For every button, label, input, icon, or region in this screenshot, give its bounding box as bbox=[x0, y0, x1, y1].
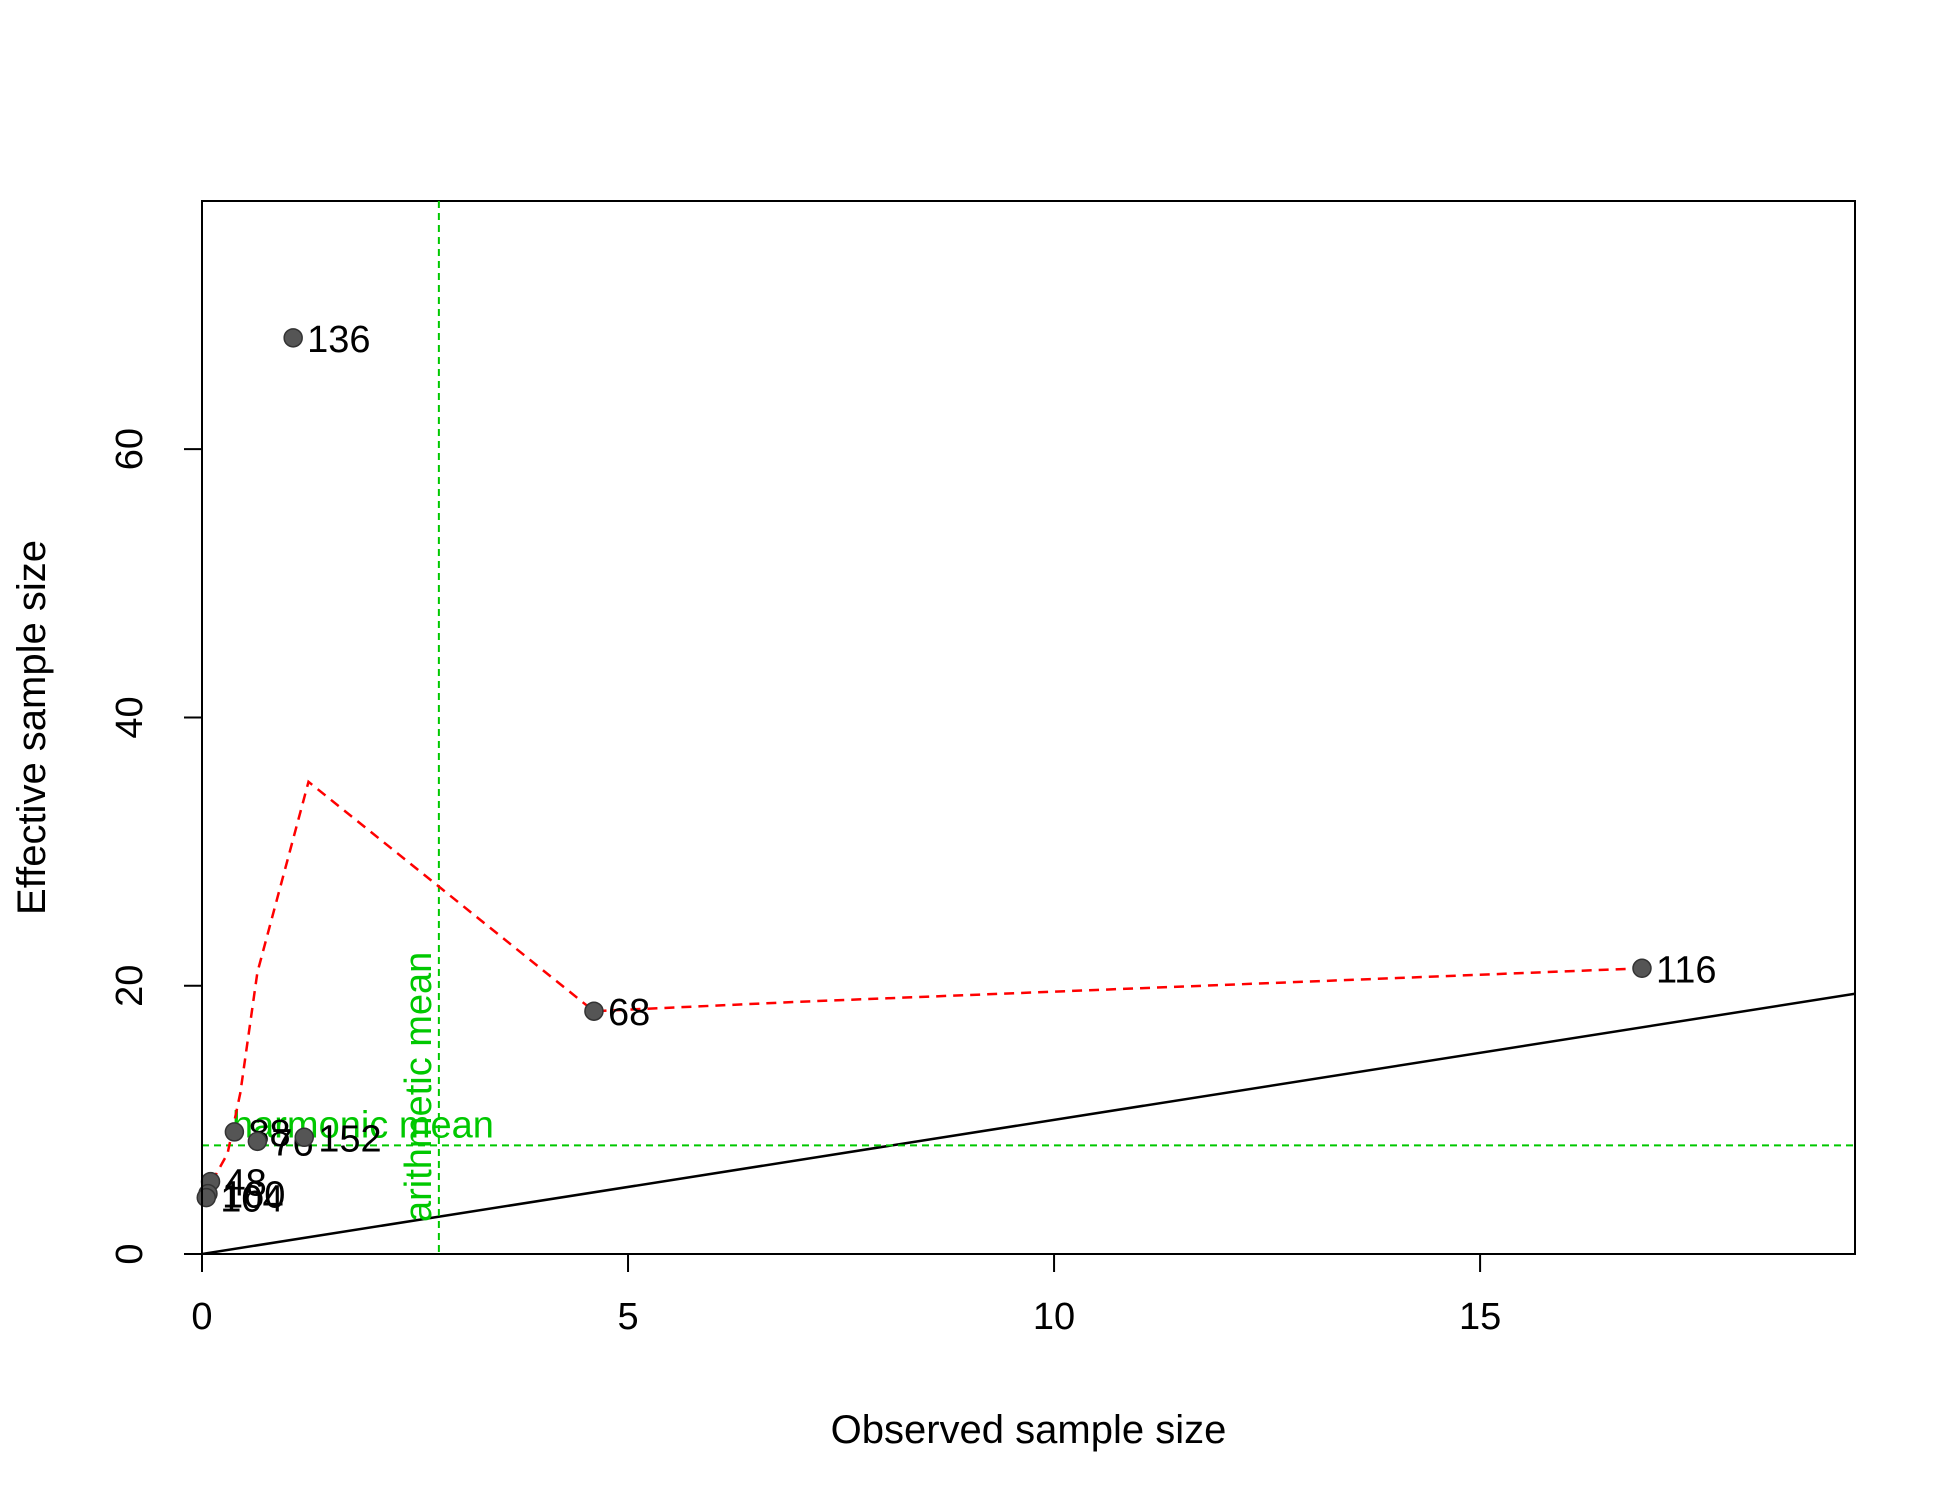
y-tick-label-0: 0 bbox=[109, 1243, 151, 1264]
x-tick-label-10: 10 bbox=[1033, 1296, 1075, 1338]
y-tick-label-40: 40 bbox=[109, 696, 151, 738]
plot-frame bbox=[201, 200, 1856, 1255]
point-label-68: 68 bbox=[608, 992, 650, 1034]
data-point-104 bbox=[196, 1187, 217, 1208]
point-label-116: 116 bbox=[1656, 949, 1717, 991]
data-point-116 bbox=[1632, 958, 1652, 979]
point-label-136: 136 bbox=[307, 319, 370, 361]
point-label-152: 152 bbox=[318, 1118, 381, 1160]
x-tick-label-5: 5 bbox=[617, 1296, 638, 1338]
point-label-160: 160 bbox=[222, 1175, 285, 1217]
x-tick-label-0: 0 bbox=[191, 1296, 212, 1338]
identity-line-layer bbox=[202, 992, 1855, 1254]
x-tick-label-15: 15 bbox=[1459, 1296, 1501, 1338]
harmonic-mean-label: harmonic mean bbox=[232, 1104, 494, 1146]
data-point-76 bbox=[247, 1131, 268, 1152]
data-point-152 bbox=[294, 1127, 314, 1148]
arithmetic-mean-label: arithmetic mean bbox=[398, 952, 440, 1222]
y-tick-label-60: 60 bbox=[109, 428, 151, 470]
y-tick-label-20: 20 bbox=[109, 965, 151, 1007]
y-axis-label: Effective sample size bbox=[10, 540, 54, 915]
point-label-48: 48 bbox=[225, 1163, 267, 1205]
identity-line bbox=[202, 992, 1855, 1254]
ticks-layer: 0 5 10 15 0 20 40 60 bbox=[109, 428, 1501, 1338]
data-point-68 bbox=[584, 1001, 604, 1021]
data-point-136 bbox=[283, 328, 303, 348]
data-point-88 bbox=[224, 1122, 245, 1142]
point-label-104: 104 bbox=[220, 1179, 283, 1221]
x-axis-label: Observed sample size bbox=[831, 1408, 1227, 1452]
